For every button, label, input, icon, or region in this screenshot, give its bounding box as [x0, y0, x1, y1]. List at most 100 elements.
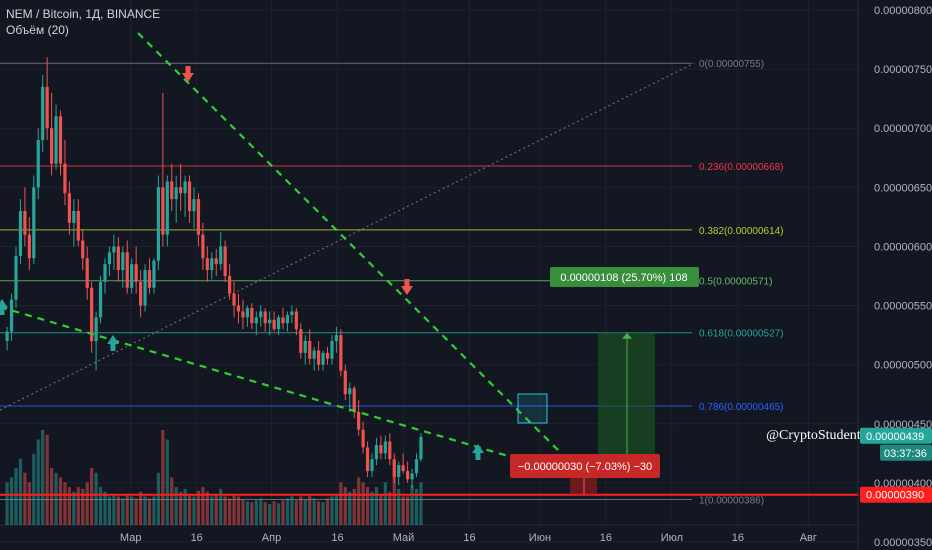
watermark-text: @CryptoStudentBlog: [766, 428, 888, 443]
candle-body: [219, 246, 223, 265]
x-tick-label: Май: [393, 532, 415, 544]
volume-bar: [103, 491, 107, 525]
candle-body: [196, 199, 201, 235]
volume-bar: [23, 472, 27, 525]
volume-bar: [228, 498, 232, 525]
volume-bar: [116, 496, 120, 525]
sell-arrow-icon-stem: [404, 279, 410, 286]
candle-body: [201, 234, 205, 259]
candle-body: [81, 240, 85, 259]
candle-body: [410, 473, 414, 480]
candle-body: [414, 459, 419, 474]
candle-body: [236, 305, 241, 312]
volume-bar: [41, 430, 45, 525]
candle-body: [165, 181, 169, 235]
candle-body: [152, 260, 156, 288]
volume-bar: [294, 500, 298, 525]
upper-trend-line: [137, 32, 561, 453]
candle-body: [317, 350, 321, 365]
volume-bar: [317, 501, 321, 525]
x-tick-label: 16: [463, 532, 475, 544]
volume-bar: [392, 472, 396, 525]
long-target-badge: [550, 267, 699, 287]
volume-bar: [321, 502, 325, 525]
volume-bar: [276, 503, 281, 525]
volume-bar: [414, 488, 419, 525]
volume-bar: [192, 496, 196, 525]
volume-bar: [76, 487, 80, 525]
volume-bar: [339, 482, 343, 525]
candle-body: [383, 441, 387, 454]
volume-bar: [205, 491, 209, 525]
candle-body: [250, 307, 254, 324]
volume-bar: [5, 482, 9, 525]
candle-body: [361, 429, 365, 448]
volume-bar: [268, 504, 272, 525]
candle-body: [308, 341, 312, 359]
y-tick-label: 0.00000500: [874, 360, 932, 372]
candle-body: [27, 234, 31, 259]
volume-bar: [63, 482, 67, 525]
candle-body: [330, 341, 334, 359]
x-tick-label: Июн: [529, 532, 551, 544]
volume-bar: [121, 498, 125, 525]
candle-body: [406, 471, 410, 480]
fib-level-label: 0.382(0.00000614): [699, 226, 784, 237]
candle-body: [143, 270, 147, 306]
candle-body: [76, 210, 80, 241]
support-price-label: 0.00000390: [866, 490, 924, 502]
candle-body: [23, 210, 27, 235]
candle-body: [130, 264, 134, 288]
volume-bar: [308, 494, 312, 525]
stop-loss-badge: [510, 454, 660, 478]
volume-bar: [130, 496, 134, 525]
x-tick-label: Апр: [262, 532, 281, 544]
volume-bar: [410, 485, 414, 525]
candle-body: [139, 281, 143, 306]
candle-body: [352, 388, 356, 412]
fib-level-label: 0.5(0.00000571): [699, 277, 772, 288]
x-tick-label: 16: [600, 532, 612, 544]
buy-arrow-icon-stem: [110, 344, 116, 351]
candle-body: [241, 311, 245, 318]
candle-body: [134, 264, 138, 282]
volume-bar: [241, 499, 245, 525]
candle-body: [36, 140, 40, 188]
candle-body: [58, 116, 63, 164]
symbol-title: NEM / Bitcoin, 1Д, BINANCE: [6, 7, 161, 21]
volume-bar: [81, 488, 85, 525]
volume-bar: [343, 487, 347, 525]
y-tick-label: 0.00000600: [874, 241, 932, 253]
volume-bar: [58, 477, 63, 525]
candle-body: [334, 335, 338, 342]
y-tick-label: 0.00000800: [874, 5, 932, 17]
candle-body: [41, 86, 45, 141]
candle-body: [9, 299, 14, 332]
volume-bar: [179, 491, 183, 525]
volume-bar: [165, 439, 169, 525]
volume-bar: [98, 487, 103, 525]
candle-body: [419, 436, 423, 460]
candle-body: [401, 465, 405, 472]
volume-bar: [383, 482, 387, 525]
volume-bar: [223, 496, 227, 525]
candle-body: [183, 181, 187, 194]
candle-body: [63, 163, 67, 194]
volume-bar: [406, 496, 410, 525]
candle-body: [214, 258, 218, 265]
volume-bar: [18, 458, 23, 525]
candle-body: [45, 86, 49, 129]
candle-body: [379, 445, 383, 454]
volume-bar: [183, 488, 187, 525]
candle-body: [174, 187, 178, 200]
y-tick-label: 0.00000750: [874, 64, 932, 76]
buy-arrow-icon: [472, 444, 484, 453]
stop-loss-label: −0.00000030 (−7.03%) −30: [518, 461, 652, 473]
candle-body: [343, 370, 347, 395]
volume-bar: [272, 501, 276, 525]
candle-body: [161, 187, 165, 235]
candle-body: [223, 246, 227, 276]
volume-bar: [388, 491, 392, 525]
volume-bar: [45, 434, 49, 525]
